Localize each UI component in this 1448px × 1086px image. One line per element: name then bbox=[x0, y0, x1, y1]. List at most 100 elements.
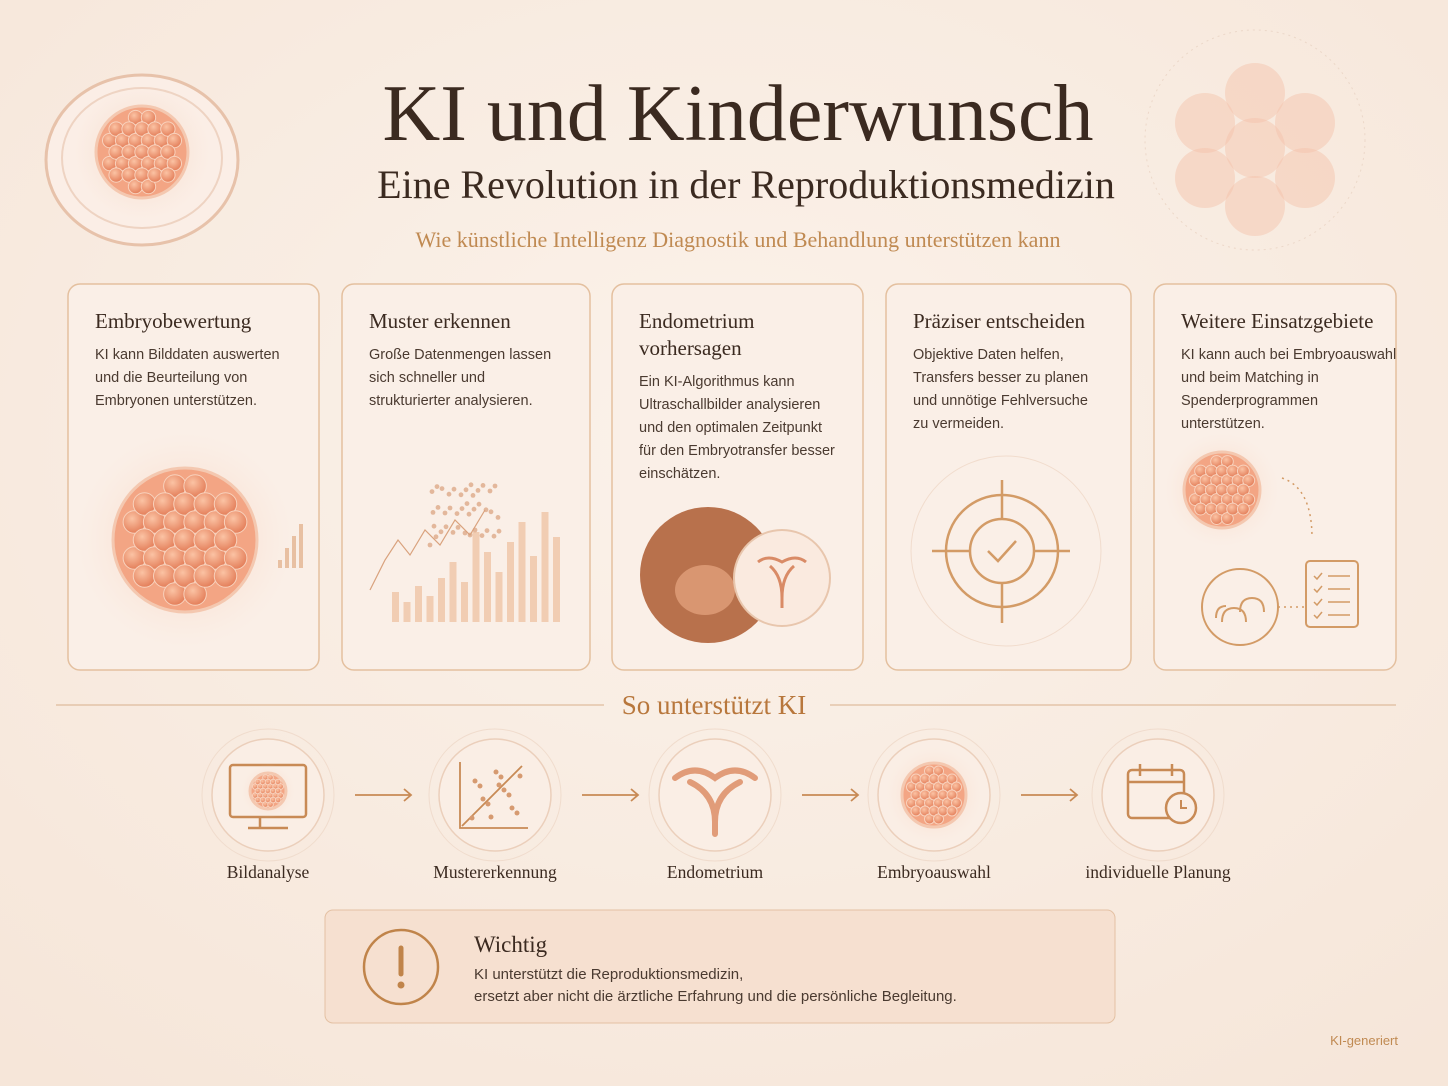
card-text: und unnötige Fehlversuche bbox=[913, 393, 1088, 409]
card-text: unterstützen. bbox=[1181, 416, 1265, 432]
deco-dot bbox=[471, 506, 477, 512]
embryo-cell bbox=[213, 528, 238, 552]
card-text: KI kann auch bei Embryoauswahl bbox=[1181, 347, 1396, 363]
embryo-cell bbox=[183, 474, 207, 498]
deco-bar bbox=[530, 556, 537, 622]
target bbox=[910, 455, 1102, 647]
deco-dot bbox=[462, 530, 468, 536]
process-heading: So unterstützt KI bbox=[622, 690, 806, 720]
deco-dot bbox=[434, 484, 440, 489]
cards: Embryobewertung KI kann Bilddaten auswert… bbox=[67, 283, 1397, 671]
scatter-dot bbox=[496, 782, 502, 788]
step-arrow bbox=[582, 788, 640, 802]
checklist-line bbox=[1313, 611, 1350, 620]
card-text: Ultraschallbilder analysieren bbox=[639, 397, 820, 413]
card-text: und den optimalen Zeitpunkt bbox=[639, 420, 822, 436]
card-title: vorhersagen bbox=[639, 336, 742, 360]
notice-text: ersetzt aber nicht die ärztliche Erfahru… bbox=[474, 988, 957, 1005]
embryo-cell bbox=[223, 510, 248, 534]
card-text: und beim Matching in bbox=[1181, 370, 1319, 386]
deco-bar bbox=[541, 512, 549, 622]
deco-dot bbox=[483, 507, 489, 513]
step-circle bbox=[658, 738, 772, 852]
embryo-cell bbox=[193, 564, 217, 588]
embryo-cell bbox=[160, 121, 176, 137]
embryo-cell bbox=[166, 132, 183, 149]
deco-dot bbox=[427, 542, 433, 548]
card-text: Spenderprogrammen bbox=[1181, 393, 1318, 409]
embryo-cell bbox=[166, 155, 183, 172]
card-text: Transfers besser zu planen bbox=[913, 370, 1088, 386]
deco-line bbox=[369, 509, 486, 591]
card-text: Objektive Daten helfen, bbox=[913, 347, 1064, 363]
checklist-line bbox=[1313, 585, 1350, 594]
embryo-cell bbox=[1236, 502, 1250, 516]
deco-dot bbox=[435, 505, 441, 510]
clock-hands bbox=[1180, 800, 1187, 809]
card-text: zu vermeiden. bbox=[913, 416, 1004, 432]
ultrasound-detail bbox=[675, 565, 735, 615]
checklist-line bbox=[1313, 572, 1350, 581]
deco-dot bbox=[450, 530, 456, 535]
checklist-icon bbox=[1305, 560, 1359, 628]
uterus-icon bbox=[672, 767, 758, 837]
scatter-dot bbox=[506, 792, 512, 798]
process-steps: Bildanalyse Mustererkennung Endometrium Emb… bbox=[201, 728, 1231, 882]
monitor-stand bbox=[248, 817, 288, 830]
embryo-cell bbox=[183, 582, 207, 606]
card-title: Embryobewertung bbox=[95, 309, 252, 333]
footer-note: KI-generiert bbox=[1330, 1033, 1398, 1048]
uterus-circle bbox=[733, 529, 831, 627]
deco-bar bbox=[278, 560, 282, 568]
notice-title: Wichtig bbox=[474, 932, 548, 957]
card-text: Große Datenmengen lassen bbox=[369, 347, 551, 363]
decoration bbox=[44, 29, 1366, 251]
step-ring bbox=[1091, 728, 1225, 862]
embryo-cell bbox=[160, 144, 176, 160]
card-text: Ein KI-Algorithmus kann bbox=[639, 374, 795, 390]
embryo-cell bbox=[946, 805, 958, 817]
people-icon bbox=[1215, 596, 1265, 623]
blurred-cell bbox=[1225, 176, 1285, 236]
deco-dot bbox=[464, 501, 470, 506]
scatter-dot bbox=[493, 769, 499, 775]
deco-dot bbox=[488, 509, 494, 515]
card-text: einschätzen. bbox=[639, 466, 720, 482]
deco-dot bbox=[455, 525, 461, 530]
embryo-cell bbox=[213, 564, 238, 588]
scatter-dot bbox=[498, 774, 504, 780]
deco-dot bbox=[454, 511, 460, 516]
title: KI und Kinderwunsch bbox=[383, 70, 1094, 158]
deco-bar bbox=[299, 524, 303, 568]
scatter-dot bbox=[472, 778, 478, 784]
deco-bar bbox=[472, 532, 480, 622]
embryo-cell bbox=[1226, 502, 1240, 516]
deco-bar bbox=[449, 562, 457, 622]
embryo-cell bbox=[223, 546, 248, 570]
target-cross bbox=[932, 480, 1070, 623]
step-ring bbox=[428, 728, 562, 862]
deco-dot bbox=[495, 515, 501, 520]
deco-dot bbox=[431, 523, 437, 529]
deco-dot bbox=[479, 533, 485, 538]
deco-dot bbox=[480, 483, 486, 488]
step-arrow bbox=[802, 788, 860, 802]
embryo-cell bbox=[147, 167, 163, 183]
deco-dot bbox=[438, 529, 444, 535]
card-text: Embryonen unterstützen. bbox=[95, 393, 257, 409]
deco-dot bbox=[470, 493, 476, 498]
step-label: individuelle Planung bbox=[1085, 862, 1231, 882]
step-circle bbox=[438, 738, 552, 852]
deco-dot bbox=[472, 527, 478, 533]
embryo-cell bbox=[160, 167, 176, 183]
deco-bar bbox=[518, 522, 526, 622]
deco-dot bbox=[443, 524, 449, 530]
deco-bar bbox=[392, 592, 399, 622]
card-text: sich schneller und bbox=[369, 370, 485, 386]
scatter-dot bbox=[514, 810, 520, 816]
connector bbox=[1278, 477, 1313, 608]
scatter-dot bbox=[477, 783, 483, 789]
embryo-cell bbox=[274, 796, 282, 804]
deco-dot bbox=[439, 486, 445, 491]
